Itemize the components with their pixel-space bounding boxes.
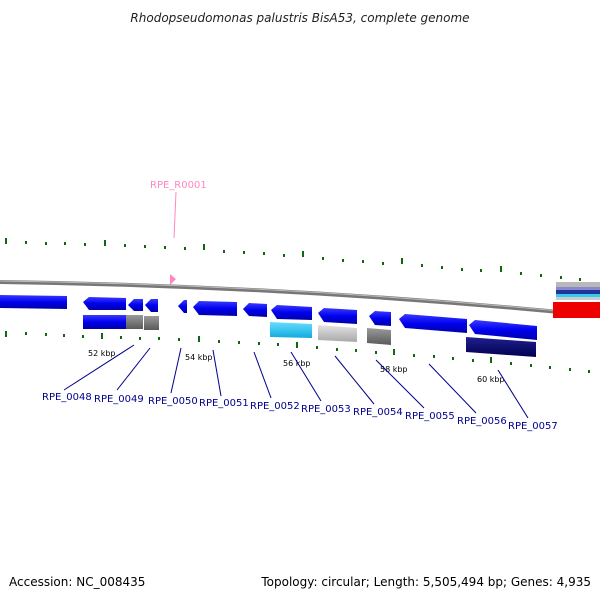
map-title: Rhodopseudomonas palustris BisA53, compl… — [130, 11, 469, 25]
gene-label: RPE_0056 — [457, 416, 507, 427]
gene-label: RPE_0054 — [353, 407, 403, 418]
gene-label: RPE_0057 — [508, 421, 558, 432]
kbp-label: 54 kbp — [185, 353, 213, 362]
gene-label: RPE_0049 — [94, 394, 144, 405]
gene-label: RPE_0048 — [42, 392, 92, 403]
rna-leader-line — [173, 191, 177, 239]
rna-marker — [170, 274, 176, 285]
genome-backbone — [0, 280, 600, 318]
kbp-label: 58 kbp — [380, 365, 408, 374]
kbp-scale-labels: 52 kbp 54 kbp 56 kbp 58 kbp 60 kbp — [88, 349, 505, 384]
secondary-features — [83, 315, 536, 357]
gene-label: RPE_0052 — [250, 401, 300, 412]
kbp-label: 52 kbp — [88, 349, 116, 358]
outer-tick-marks — [5, 238, 581, 281]
gene-label: RPE_0053 — [301, 404, 351, 415]
rna-label: RPE_R0001 — [150, 180, 207, 191]
topology-text: Topology: circular; Length: 5,505,494 bp… — [260, 575, 591, 589]
right-edge-features — [553, 282, 600, 318]
inner-tick-marks — [5, 331, 590, 373]
gene-labels: RPE_0048 RPE_0049 RPE_0050 RPE_0051 RPE_… — [42, 392, 558, 432]
kbp-label: 60 kbp — [477, 375, 505, 384]
gene-leader-lines — [63, 344, 529, 419]
accession-text: Accession: NC_008435 — [9, 575, 145, 589]
gene-label: RPE_0050 — [148, 396, 198, 407]
forward-strand-genes — [0, 295, 537, 340]
kbp-label: 56 kbp — [283, 359, 311, 368]
gene-label: RPE_0051 — [199, 398, 249, 409]
gene-label: RPE_0055 — [405, 411, 455, 422]
